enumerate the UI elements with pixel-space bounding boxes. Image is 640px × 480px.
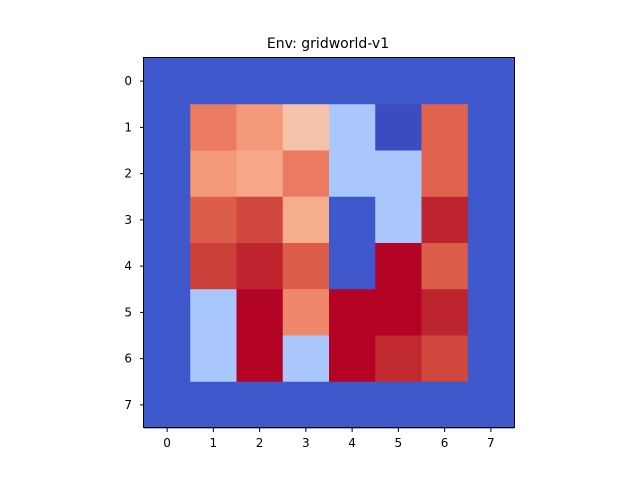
grid-cell-r7-c2: [236, 381, 284, 429]
grid-cell-r3-c3: [282, 196, 330, 244]
grid-cell-r0-c5: [375, 58, 422, 105]
grid-cell-r7-c0: [144, 381, 191, 429]
grid-cell-r1-c2: [236, 104, 284, 151]
grid-cell-r4-c4: [329, 243, 376, 290]
y-tick-label: 7: [124, 398, 132, 412]
grid-cell-r2-c0: [144, 150, 191, 198]
grid-cell-r5-c4: [329, 289, 376, 336]
grid-cell-r5-c6: [421, 289, 469, 336]
grid-cell-r5-c3: [282, 289, 330, 336]
grid-cell-r3-c7: [467, 196, 515, 244]
x-tick-label: 6: [441, 436, 449, 450]
y-tick-label: 6: [124, 352, 132, 366]
grid-cells: [144, 58, 515, 429]
y-tick-label: 5: [124, 305, 132, 319]
figure-title: Env: gridworld-v1: [267, 36, 389, 52]
grid-cell-r3-c1: [190, 196, 237, 244]
x-tick-label: 5: [395, 436, 403, 450]
grid-cell-r3-c4: [329, 196, 376, 244]
grid-cell-r0-c3: [282, 58, 330, 105]
grid-cell-r0-c7: [467, 58, 515, 105]
grid-cell-r3-c2: [236, 196, 284, 244]
grid-cell-r5-c5: [375, 289, 422, 336]
axes-frame: [143, 57, 515, 428]
grid-cell-r1-c1: [190, 104, 237, 151]
grid-cell-r6-c0: [144, 335, 191, 383]
x-tick-label: 2: [256, 436, 264, 450]
y-tick-label: 2: [124, 167, 132, 181]
x-axis-ticks: 0 1 2 3 4 5 6 7: [163, 428, 495, 450]
grid-cell-r6-c3: [282, 335, 330, 383]
grid-cell-r4-c0: [144, 243, 191, 290]
grid-cell-r0-c4: [329, 58, 376, 105]
grid-cell-r1-c4: [329, 104, 376, 151]
grid-cell-r6-c7: [467, 335, 515, 383]
x-tick-label: 0: [163, 436, 171, 450]
grid-cell-r6-c2: [236, 335, 284, 383]
grid-cell-r4-c6: [421, 243, 469, 290]
x-tick-label: 7: [487, 436, 495, 450]
grid-cell-r2-c6: [421, 150, 469, 198]
grid-cell-r3-c0: [144, 196, 191, 244]
grid-cell-r1-c7: [467, 104, 515, 151]
x-tick-label: 4: [348, 436, 356, 450]
grid-cell-r2-c5: [375, 150, 422, 198]
grid-cell-r1-c5: [375, 104, 422, 151]
grid-cell-r6-c4: [329, 335, 376, 383]
grid-cell-r0-c6: [421, 58, 469, 105]
x-tick-label: 3: [302, 436, 310, 450]
grid-cell-r1-c6: [421, 104, 469, 151]
y-tick-label: 4: [124, 259, 132, 273]
grid-cell-r7-c4: [329, 381, 376, 429]
grid-cell-r7-c6: [421, 381, 469, 429]
y-axis-ticks: 0 1 2 3 4 5 6 7: [124, 74, 144, 412]
grid-cell-r2-c2: [236, 150, 284, 198]
grid-cell-r4-c5: [375, 243, 422, 290]
grid-cell-r0-c0: [144, 58, 191, 105]
grid-cell-r2-c1: [190, 150, 237, 198]
grid-cell-r2-c7: [467, 150, 515, 198]
grid-cell-r4-c1: [190, 243, 237, 290]
y-tick-label: 0: [124, 74, 132, 88]
grid-cell-r5-c7: [467, 289, 515, 336]
grid-cell-r1-c3: [282, 104, 330, 151]
grid-cell-r3-c6: [421, 196, 469, 244]
grid-cell-r4-c7: [467, 243, 515, 290]
grid-cell-r0-c2: [236, 58, 284, 105]
x-tick-label: 1: [210, 436, 218, 450]
y-tick-label: 3: [124, 213, 132, 227]
grid-cell-r5-c1: [190, 289, 237, 336]
grid-cell-r4-c3: [282, 243, 330, 290]
grid-cell-r7-c7: [467, 381, 515, 429]
grid-cell-r7-c5: [375, 381, 422, 429]
grid-cell-r7-c3: [282, 381, 330, 429]
grid-cell-r6-c1: [190, 335, 237, 383]
grid-cell-r2-c4: [329, 150, 376, 198]
grid-cell-r6-c6: [421, 335, 469, 383]
grid-cell-r7-c1: [190, 381, 237, 429]
y-tick-label: 1: [124, 120, 132, 134]
grid-cell-r3-c5: [375, 196, 422, 244]
grid-cell-r2-c3: [282, 150, 330, 198]
grid-cell-r6-c5: [375, 335, 422, 383]
grid-cell-r1-c0: [144, 104, 191, 151]
grid-cell-r5-c2: [236, 289, 284, 336]
grid-cell-r0-c1: [190, 58, 237, 105]
grid-cell-r5-c0: [144, 289, 191, 336]
grid-cell-r4-c2: [236, 243, 284, 290]
